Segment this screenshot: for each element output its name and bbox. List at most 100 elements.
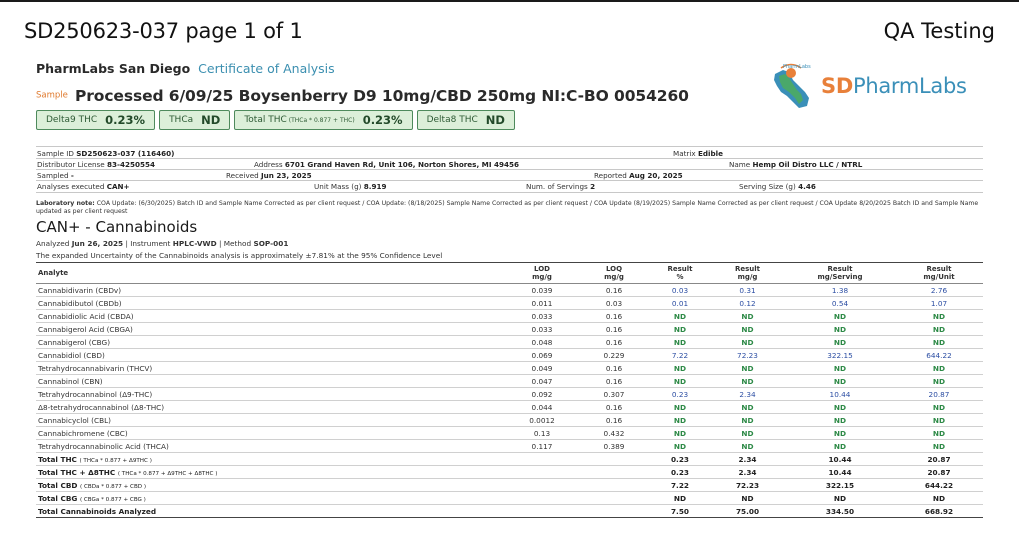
loq-cell: 0.389 <box>603 441 625 451</box>
loq-cell: 0.16 <box>605 337 623 347</box>
column-header: LOQ mg/g <box>604 265 624 281</box>
column-header: LOD mg/g <box>532 265 552 281</box>
sdpharmlabs-logo: PharmLabs SDPharmLabs <box>769 62 985 112</box>
distributor-field: Distributor License 83-4250554 <box>37 160 156 169</box>
result-percent-cell: 7.50 <box>670 506 689 516</box>
table-row: Cannabinol (CBN) 0.047 0.16 ND ND ND ND <box>36 375 983 388</box>
analyte-cell: Tetrahydrocannabinol (Δ9-THC) <box>38 389 153 399</box>
result-mg-serving-cell: ND <box>833 428 847 438</box>
table-row: Tetrahydrocannabinolic Acid (THCA) 0.117 0… <box>36 439 983 453</box>
divider <box>36 146 983 147</box>
divider <box>36 192 983 193</box>
table-header-row: Analyte LOD mg/g LOQ mg/g Result% Result mg… <box>36 262 983 284</box>
result-mg-serving-cell: 10.44 <box>828 454 852 464</box>
total-label-cell: Total CBG ( CBGa * 0.877 + CBG ) <box>36 492 506 505</box>
lod-cell: 0.117 <box>531 441 553 451</box>
top-border <box>0 0 1019 2</box>
analyte-cell: Cannabidiolic Acid (CBDA) <box>38 311 134 321</box>
loq-cell: 0.16 <box>605 311 623 321</box>
column-header: Result% <box>667 265 693 281</box>
result-mg-unit-cell: 668.92 <box>924 506 954 516</box>
loq-cell: 0.16 <box>605 363 623 373</box>
result-mg-g-cell: ND <box>741 376 754 386</box>
reported-field: Reported Aug 20, 2025 <box>594 171 683 180</box>
result-mg-unit-cell: ND <box>932 415 946 425</box>
result-mg-unit-cell: 20.87 <box>927 467 951 477</box>
total-label-cell: Total Cannabinoids Analyzed <box>36 505 506 518</box>
lod-cell: 0.092 <box>531 389 553 399</box>
result-percent-cell: ND <box>673 428 687 438</box>
total-formula: ( CBDa * 0.877 + CBD ) <box>80 483 147 490</box>
lab-line: PharmLabs San Diego Certificate of Analy… <box>36 61 335 76</box>
result-mg-serving-cell: ND <box>833 415 847 425</box>
table-row: Cannabicyclol (CBL) 0.0012 0.16 ND ND ND ND <box>36 413 983 427</box>
result-percent-cell: ND <box>673 415 687 425</box>
serving-size-field: Serving Size (g) 4.46 <box>739 182 816 191</box>
section-title: CAN+ - Cannabinoids <box>36 218 198 236</box>
result-mg-g-cell: ND <box>741 441 754 451</box>
result-mg-g-cell: 2.34 <box>738 467 757 477</box>
lod-cell <box>506 492 578 505</box>
column-header: Result mg/Unit <box>923 265 955 281</box>
badge-value: ND <box>485 113 505 127</box>
loq-cell: 0.229 <box>603 350 625 360</box>
badge-label: Delta9 THC <box>46 115 98 125</box>
sample-line: Sample Processed 6/09/25 Boysenberry D9 … <box>36 85 689 105</box>
divider <box>36 180 983 181</box>
result-mg-serving-cell: 1.38 <box>831 285 849 295</box>
result-mg-g-cell: 72.23 <box>735 480 760 490</box>
analyte-cell: Cannabidivarin (CBDv) <box>38 285 122 295</box>
matrix-field: Matrix Edible <box>673 149 723 158</box>
lab-name: PharmLabs San Diego <box>36 61 191 76</box>
sample-id-field: Sample ID SD250623-037 (116460) <box>37 149 175 158</box>
result-mg-g-cell: ND <box>741 402 754 412</box>
lod-cell: 0.0012 <box>529 415 555 425</box>
result-percent-cell: ND <box>673 363 687 373</box>
lod-cell <box>506 479 578 492</box>
result-percent-cell: ND <box>673 402 687 412</box>
logo-small-text: PharmLabs <box>783 64 811 70</box>
result-percent-cell: ND <box>673 493 687 503</box>
address-field: Address 6701 Grand Haven Rd, Unit 106, N… <box>254 160 520 169</box>
table-row: Cannabidiolic Acid (CBDA) 0.033 0.16 ND ND ND… <box>36 309 983 323</box>
total-label: Total THC <box>38 454 77 464</box>
total-row: Total Cannabinoids Analyzed 7.50 75.00 334.… <box>36 505 983 518</box>
loq-cell <box>578 466 650 479</box>
lod-cell <box>506 453 578 466</box>
result-mg-g-cell: ND <box>741 337 754 347</box>
result-percent-cell: 0.23 <box>671 389 689 399</box>
result-mg-unit-cell: ND <box>932 311 946 321</box>
total-formula: ( THCa * 0.877 + Δ9THC ) <box>79 457 152 464</box>
result-mg-g-cell: ND <box>741 415 754 425</box>
lod-cell: 0.033 <box>531 311 553 321</box>
result-mg-g-cell: ND <box>741 428 754 438</box>
sample-title: Processed 6/09/25 Boysenberry D9 10mg/CB… <box>74 86 689 105</box>
received-field: Received Jun 23, 2025 <box>226 171 312 180</box>
result-mg-unit-cell: ND <box>932 363 946 373</box>
column-header: Result mg/g <box>734 265 761 281</box>
column-header: Analyte <box>38 269 69 277</box>
sampled-field: Sampled - <box>37 171 74 180</box>
unit-mass-field: Unit Mass (g) 8.919 <box>314 182 387 191</box>
table-row: Cannabidivarin (CBDv) 0.039 0.16 0.03 0.31 1.… <box>36 283 983 297</box>
result-mg-unit-cell: ND <box>932 428 946 438</box>
total-row: Total CBG ( CBGa * 0.877 + CBG ) ND ND ND ND <box>36 491 983 505</box>
result-mg-unit-cell: ND <box>932 441 946 451</box>
result-mg-serving-cell: ND <box>833 311 847 321</box>
result-mg-g-cell: 72.23 <box>737 350 758 360</box>
loq-cell: 0.03 <box>605 298 623 308</box>
result-mg-serving-cell: ND <box>833 441 847 451</box>
result-mg-g-cell: ND <box>741 324 754 334</box>
lod-cell: 0.047 <box>531 376 553 386</box>
result-mg-g-cell: 0.12 <box>739 298 756 308</box>
result-mg-unit-cell: 20.87 <box>928 389 950 399</box>
badge-label: Total THC <box>244 115 287 125</box>
result-percent-cell: ND <box>673 337 687 347</box>
loq-cell <box>578 492 650 505</box>
badge-total-thc: Total THC (THCa * 0.877 + THC) 0.23% <box>234 110 413 130</box>
result-percent-cell: 0.23 <box>670 454 689 464</box>
column-header: Result mg/Serving <box>817 265 863 281</box>
result-mg-serving-cell: ND <box>833 337 847 347</box>
total-label-cell: Total THC ( THCa * 0.877 + Δ9THC ) <box>36 453 506 466</box>
total-formula: ( THCa * 0.877 + Δ9THC + Δ8THC ) <box>117 470 218 477</box>
